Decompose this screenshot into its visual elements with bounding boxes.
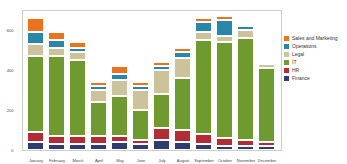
html-text:Finance: Finance (292, 75, 310, 81)
svg-text:0: 0 (11, 148, 14, 153)
svg-text:400: 400 (7, 68, 14, 73)
html-text:Legal: Legal (292, 51, 305, 57)
svg-text:October: October (218, 158, 233, 163)
svg-text:August: August (177, 158, 190, 163)
svg-text:January: January (29, 158, 43, 163)
html-text:HR: HR (292, 67, 300, 73)
svg-text:July: July (158, 158, 165, 163)
svg-text:April: April (95, 158, 103, 163)
svg-text:December: December (258, 158, 277, 163)
html-text:IT: IT (292, 59, 297, 65)
svg-text:November: November (237, 158, 256, 163)
svg-text:600: 600 (7, 28, 14, 33)
svg-text:June: June (137, 158, 146, 163)
svg-text:March: March (72, 158, 83, 163)
html-text:Sales and Marketing: Sales and Marketing (292, 35, 338, 41)
svg-text:September: September (194, 158, 214, 163)
svg-text:200: 200 (7, 108, 14, 113)
html-text:Operations: Operations (292, 43, 317, 49)
svg-text:May: May (116, 158, 124, 163)
svg-text:February: February (49, 158, 65, 163)
